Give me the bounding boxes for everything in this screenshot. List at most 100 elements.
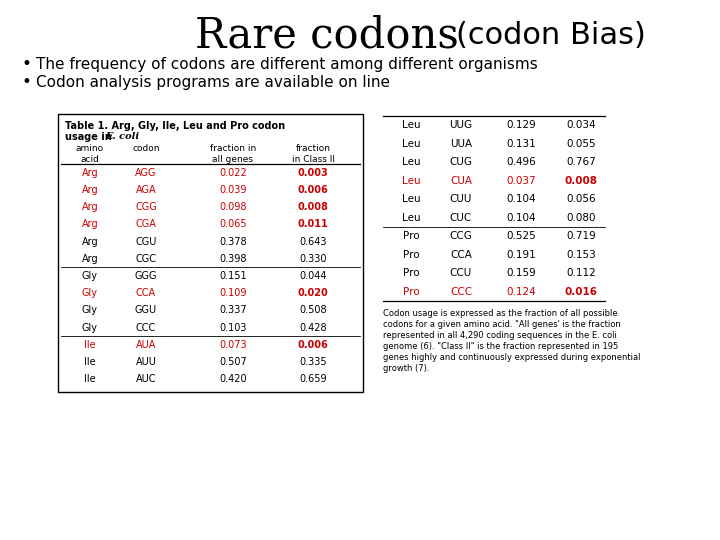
Text: CUG: CUG [449, 157, 472, 167]
Text: 0.398: 0.398 [220, 254, 247, 264]
Text: 0.016: 0.016 [564, 287, 598, 297]
Text: Rare codons: Rare codons [195, 14, 459, 56]
Text: 0.056: 0.056 [566, 194, 596, 204]
Text: fraction
in Class II: fraction in Class II [292, 144, 335, 164]
Text: AUU: AUU [135, 357, 156, 367]
Text: 0.330: 0.330 [300, 254, 327, 264]
Text: 0.020: 0.020 [297, 288, 328, 298]
Text: 0.098: 0.098 [220, 202, 247, 212]
Text: Pro: Pro [402, 249, 419, 260]
Text: represented in all 4,290 coding sequences in the E. coli: represented in all 4,290 coding sequence… [383, 331, 617, 340]
Text: Ile: Ile [84, 357, 96, 367]
Text: CGA: CGA [135, 219, 156, 230]
Text: Arg: Arg [81, 202, 99, 212]
Text: Gly: Gly [82, 306, 98, 315]
Text: 0.507: 0.507 [219, 357, 247, 367]
Text: usage in: usage in [65, 132, 115, 142]
Text: Gly: Gly [82, 323, 98, 333]
Text: UUA: UUA [450, 139, 472, 148]
Text: CGC: CGC [135, 254, 156, 264]
Text: CCC: CCC [136, 323, 156, 333]
Text: CCU: CCU [450, 268, 472, 278]
Text: Codon usage is expressed as the fraction of all possible: Codon usage is expressed as the fraction… [383, 309, 618, 318]
Text: CUU: CUU [450, 194, 472, 204]
Text: •: • [22, 55, 32, 73]
Text: 0.129: 0.129 [506, 120, 536, 130]
Text: Arg: Arg [81, 185, 99, 195]
Text: 0.131: 0.131 [506, 139, 536, 148]
Text: Pro: Pro [402, 231, 419, 241]
Text: genome (6). "Class II" is the fraction represented in 195: genome (6). "Class II" is the fraction r… [383, 342, 618, 351]
Text: AGA: AGA [135, 185, 156, 195]
Text: 0.006: 0.006 [297, 340, 328, 350]
Text: growth (7).: growth (7). [383, 364, 430, 373]
Text: Pro: Pro [402, 287, 419, 297]
Text: GGU: GGU [135, 306, 157, 315]
Text: GGG: GGG [135, 271, 157, 281]
Text: Gly: Gly [82, 271, 98, 281]
Text: CGU: CGU [135, 237, 157, 247]
Text: Table 1. Arg, Gly, Ile, Leu and Pro codon: Table 1. Arg, Gly, Ile, Leu and Pro codo… [65, 121, 285, 131]
Text: 0.659: 0.659 [300, 374, 327, 384]
Text: 0.039: 0.039 [220, 185, 247, 195]
Text: fraction in
all genes: fraction in all genes [210, 144, 256, 164]
Text: 0.496: 0.496 [506, 157, 536, 167]
Text: amino
acid: amino acid [76, 144, 104, 164]
Text: 0.104: 0.104 [506, 194, 536, 204]
Text: Leu: Leu [402, 176, 420, 186]
Text: •: • [22, 73, 32, 91]
Text: Arg: Arg [81, 219, 99, 230]
Text: Leu: Leu [402, 139, 420, 148]
Text: CUC: CUC [450, 213, 472, 222]
Text: CUA: CUA [450, 176, 472, 186]
Text: 0.109: 0.109 [220, 288, 247, 298]
Text: 0.044: 0.044 [300, 271, 327, 281]
Text: AUA: AUA [136, 340, 156, 350]
Text: codons for a given amino acid. "All genes' is the fraction: codons for a given amino acid. "All gene… [383, 320, 621, 329]
Text: Leu: Leu [402, 194, 420, 204]
Text: Pro: Pro [402, 268, 419, 278]
Text: 0.103: 0.103 [220, 323, 247, 333]
Text: Leu: Leu [402, 213, 420, 222]
Text: 0.073: 0.073 [219, 340, 247, 350]
Text: Arg: Arg [81, 237, 99, 247]
Text: 0.335: 0.335 [300, 357, 327, 367]
Text: 0.008: 0.008 [297, 202, 328, 212]
Text: Ile: Ile [84, 340, 96, 350]
Text: 0.719: 0.719 [566, 231, 596, 241]
Text: 0.008: 0.008 [564, 176, 598, 186]
Text: CCG: CCG [449, 231, 472, 241]
Text: UUG: UUG [449, 120, 472, 130]
Text: Gly: Gly [82, 288, 98, 298]
Text: 0.337: 0.337 [219, 306, 247, 315]
Text: 0.159: 0.159 [506, 268, 536, 278]
Text: AGG: AGG [135, 167, 157, 178]
Text: Ile: Ile [84, 374, 96, 384]
Text: CCA: CCA [136, 288, 156, 298]
Text: Leu: Leu [402, 157, 420, 167]
Text: codon: codon [132, 144, 160, 153]
Text: 0.153: 0.153 [566, 249, 596, 260]
Text: 0.112: 0.112 [566, 268, 596, 278]
Text: 0.055: 0.055 [566, 139, 596, 148]
Text: 0.037: 0.037 [506, 176, 536, 186]
Text: AUC: AUC [136, 374, 156, 384]
Text: 0.080: 0.080 [566, 213, 595, 222]
Text: 0.508: 0.508 [300, 306, 327, 315]
Text: 0.124: 0.124 [506, 287, 536, 297]
Bar [58, 114, 363, 392]
Text: CGG: CGG [135, 202, 157, 212]
Text: E. coli: E. coli [105, 132, 139, 141]
Text: 0.003: 0.003 [297, 167, 328, 178]
Text: 0.151: 0.151 [219, 271, 247, 281]
Text: genes highly and continuously expressed during exponential: genes highly and continuously expressed … [383, 353, 641, 362]
Text: 0.011: 0.011 [297, 219, 328, 230]
Text: Leu: Leu [402, 120, 420, 130]
Text: (codon Bias): (codon Bias) [456, 21, 646, 50]
Text: 0.420: 0.420 [219, 374, 247, 384]
Text: Codon analysis programs are available on line: Codon analysis programs are available on… [36, 75, 390, 90]
Text: 0.378: 0.378 [219, 237, 247, 247]
Text: The frequency of codons are different among different organisms: The frequency of codons are different am… [36, 57, 538, 71]
Text: CCA: CCA [450, 249, 472, 260]
Text: 0.643: 0.643 [300, 237, 327, 247]
